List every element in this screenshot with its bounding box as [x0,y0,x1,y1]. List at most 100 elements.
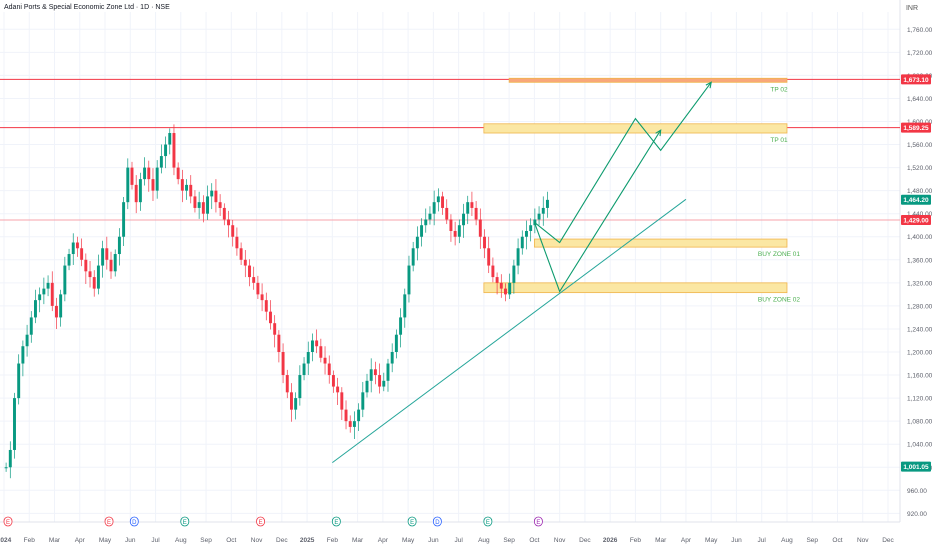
candle-body [101,248,105,266]
candle-body [227,219,230,226]
candle-body [210,190,214,197]
candle-body [218,202,222,208]
event-marker-label: E [6,520,10,526]
candle-body [298,375,302,399]
candle-body [113,254,117,272]
time-tick-label: Jul [454,537,463,544]
price-tick-label: 1,480.00 [907,188,932,195]
candle-body [180,179,184,191]
candle-body [344,409,348,422]
price-label: 1,673.10 [903,77,929,84]
event-marker-label: D [435,520,440,526]
time-tick-label: Nov [554,537,566,544]
candle-body [449,219,453,231]
candle-body [277,334,281,352]
candle-body [96,265,100,289]
candle-body [4,467,8,469]
time-tick-label: Dec [276,537,288,544]
price-tick-label: 1,520.00 [907,165,932,172]
candle-body [390,352,394,364]
candle-body [302,363,306,376]
candle-body [71,242,75,255]
candle-body [478,219,482,237]
event-marker [256,516,265,527]
price-tick-label: 960.00 [907,488,927,495]
time-tick-label: Apr [75,537,86,544]
candle-body [59,294,63,318]
candle-body [25,334,29,347]
event-marker [331,516,341,527]
event-marker [432,516,442,527]
currency-label: INR [905,5,918,12]
candle-body [525,230,528,237]
candle-body [80,248,84,260]
candle-body [432,202,436,214]
candle-body [92,277,96,289]
candle-body [105,248,109,260]
candle-body [457,225,461,237]
candle-body [323,357,327,364]
price-tick-label: 920.00 [907,511,927,518]
projection-arrowhead [655,129,662,137]
candle-body [436,196,440,203]
price-tick-label: 1,120.00 [907,396,932,403]
candle-body [243,259,247,266]
candle-body [84,259,88,272]
candle-body [470,202,474,208]
candle-body [487,248,491,266]
event-marker-label: E [536,520,540,526]
candle-body [407,265,411,295]
price-tick-label: 1,440.00 [907,211,932,218]
candle-body [537,213,541,220]
candle-body [315,340,319,347]
time-tick-label: 2026 [603,537,618,544]
candle-body [269,311,272,324]
event-marker [3,516,13,527]
candle-body [483,236,486,249]
candle-body [441,196,445,208]
candle-body [46,282,50,289]
candle-body [17,363,21,399]
candle-body [348,421,352,427]
candle-body [109,259,113,272]
trendline [332,198,687,464]
candle-body [54,305,58,318]
price-label-box [901,461,931,472]
time-tick-label: 2025 [300,537,315,544]
event-marker [483,516,493,527]
candle-body [504,288,507,295]
candle-body [281,352,285,376]
time-tick-label: Oct [226,537,236,544]
candle-body [201,202,205,214]
candle-body [67,254,71,266]
candle-body [155,167,159,191]
price-label-box [901,74,931,85]
candle-body [147,167,151,180]
event-marker [129,516,139,527]
time-tick-label: Aug [781,537,793,544]
time-tick-label: Feb [24,537,36,544]
candle-body [327,363,331,376]
price-tick-label: 1,560.00 [907,142,932,149]
candle-body [252,277,256,283]
candle-body [248,265,251,278]
time-tick-label: Dec [882,537,894,544]
candle-body [373,369,377,376]
time-tick-label: May [402,537,415,544]
candle-body [365,380,369,393]
price-label: 1,001.05 [903,464,929,471]
price-tick-label: 1,080.00 [907,419,932,426]
candle-body [453,230,457,237]
price-label: 1,429.00 [903,218,929,225]
candle-body [164,144,168,157]
candle-body [264,300,268,312]
event-marker-label: E [410,520,414,526]
candle-body [352,421,356,427]
candle-body [143,167,147,180]
time-tick-label: Mar [49,537,61,544]
time-tick-label: Jul [151,537,160,544]
candle-body [382,380,386,387]
event-marker-label: E [334,520,338,526]
time-tick-label: Feb [630,537,642,544]
